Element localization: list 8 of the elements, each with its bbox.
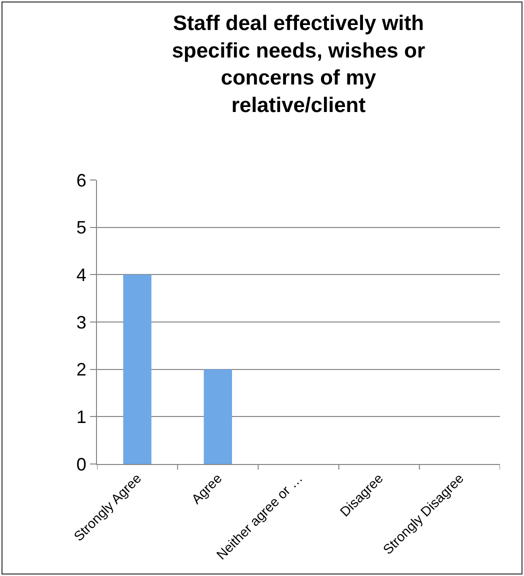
y-tick-label: 6	[76, 170, 86, 190]
y-tick-label: 0	[76, 454, 86, 474]
y-tick-label: 4	[76, 264, 86, 285]
y-tick-label: 2	[76, 360, 86, 380]
y-tick-label: 3	[76, 312, 86, 332]
y-tick-label: 1	[76, 406, 86, 427]
chart-title: Staff deal effectively with specific needs, wishes or concerns of my relative/client	[172, 12, 426, 117]
y-tick-label: 5	[76, 218, 86, 238]
